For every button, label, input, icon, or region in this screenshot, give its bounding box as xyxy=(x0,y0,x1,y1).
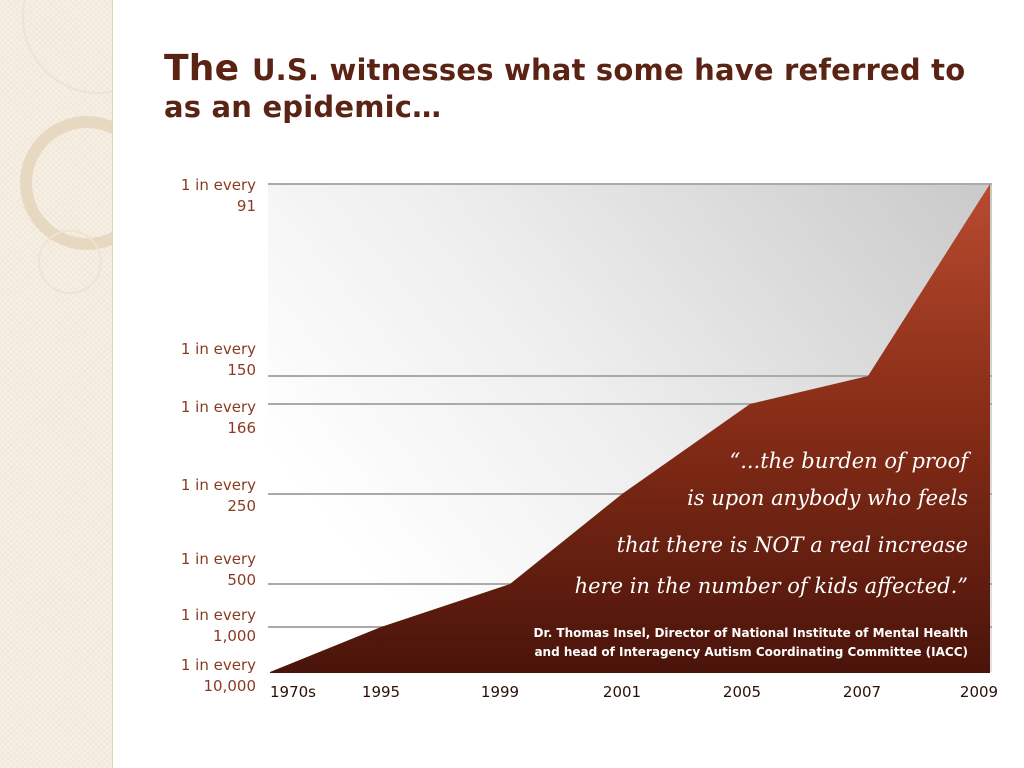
y-tick-label-value: 10,000 xyxy=(204,677,257,695)
x-tick-label: 1995 xyxy=(362,683,400,701)
x-tick-label: 1970s xyxy=(270,683,316,701)
prevalence-area xyxy=(270,184,990,673)
title-rest: witnesses what some have referred to as … xyxy=(164,53,966,124)
y-tick-label-value: 150 xyxy=(227,361,256,379)
quote-attribution: and head of Interagency Autism Coordinat… xyxy=(534,645,968,659)
y-tick-label-value: 250 xyxy=(227,497,256,515)
quote-attribution: Dr. Thomas Insel, Director of National I… xyxy=(534,626,968,640)
y-tick-label-prefix: 1 in every xyxy=(181,476,256,494)
quote-line: “...the burden of proof xyxy=(729,449,971,473)
x-tick-label: 2005 xyxy=(723,683,761,701)
x-tick-label: 2007 xyxy=(843,683,881,701)
decorative-ring xyxy=(38,230,102,294)
y-tick-label-value: 166 xyxy=(227,419,256,437)
x-tick-label: 2009 xyxy=(960,683,998,701)
quote-line: is upon anybody who feels xyxy=(687,486,968,510)
y-tick-label-value: 91 xyxy=(237,197,256,215)
quote-line: that there is NOT a real increase xyxy=(617,533,968,557)
y-tick-label-prefix: 1 in every xyxy=(181,550,256,568)
y-tick-label-prefix: 1 in every xyxy=(181,398,256,416)
side-strip-edge xyxy=(112,0,113,768)
y-tick-label-value: 500 xyxy=(227,571,256,589)
slide-title: The U.S. witnesses what some have referr… xyxy=(164,50,994,126)
y-tick-label-prefix: 1 in every xyxy=(181,176,256,194)
y-tick-label-value: 1,000 xyxy=(213,627,256,645)
decorative-side-strip xyxy=(0,0,113,768)
title-us: U.S. xyxy=(251,53,320,87)
quote-line: here in the number of kids affected.” xyxy=(575,574,968,598)
y-tick-label-prefix: 1 in every xyxy=(181,606,256,624)
x-tick-label: 2001 xyxy=(603,683,641,701)
x-tick-label: 1999 xyxy=(481,683,519,701)
y-tick-label-prefix: 1 in every xyxy=(181,340,256,358)
title-lead: The xyxy=(164,48,252,89)
y-tick-label-prefix: 1 in every xyxy=(181,656,256,674)
